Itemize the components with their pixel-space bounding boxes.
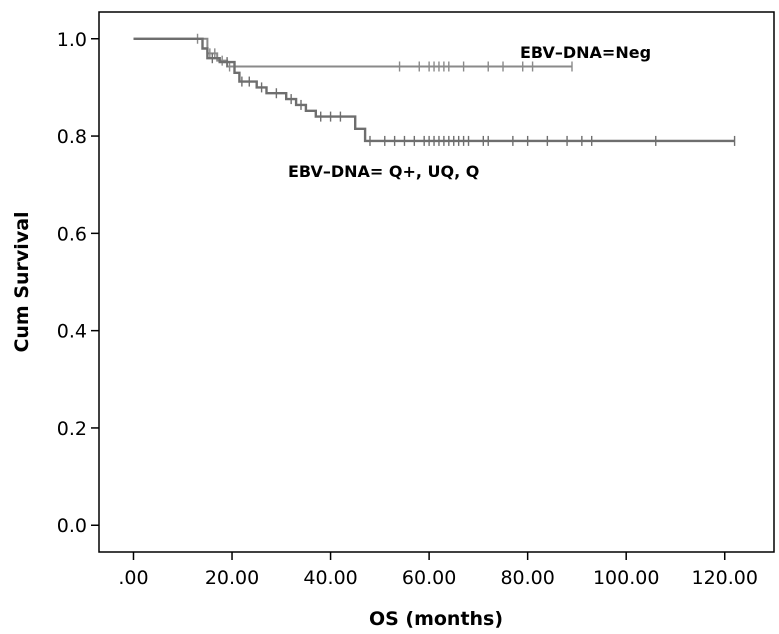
x-tick-label: 60.00 (402, 567, 456, 589)
x-tick-label: 100.00 (593, 567, 659, 589)
plot-frame (98, 11, 775, 553)
x-tick-label: 20.00 (205, 567, 259, 589)
survival-step-line (133, 37, 735, 143)
y-axis: 0.0 0.2 0.4 0.6 0.8 1.0 (57, 29, 99, 537)
x-tick-label: .00 (118, 567, 148, 589)
x-tick-label: 120.00 (691, 567, 757, 589)
y-tick-label: 0.4 (57, 321, 87, 343)
x-tick-label: 80.00 (500, 567, 554, 589)
y-tick-label: 0.0 (57, 515, 87, 537)
y-tick-label: 0.2 (57, 418, 87, 440)
y-axis-title: Cum Survival (11, 211, 33, 352)
series-layer (133, 33, 736, 146)
y-tick-label: 0.8 (57, 126, 87, 148)
series-1 (133, 37, 736, 146)
x-axis-title: OS (months) (369, 608, 503, 630)
series-label-neg: EBV–DNA=Neg (520, 43, 651, 62)
y-tick-label: 1.0 (57, 29, 87, 51)
series-label-pos: EBV–DNA= Q+, UQ, Q (288, 162, 479, 181)
x-tick-label: 40.00 (303, 567, 357, 589)
x-axis: .00 20.00 40.00 60.00 80.00 100.00 120.00 (118, 552, 758, 589)
y-tick-label: 0.6 (57, 223, 87, 245)
survival-step-line (133, 37, 572, 68)
